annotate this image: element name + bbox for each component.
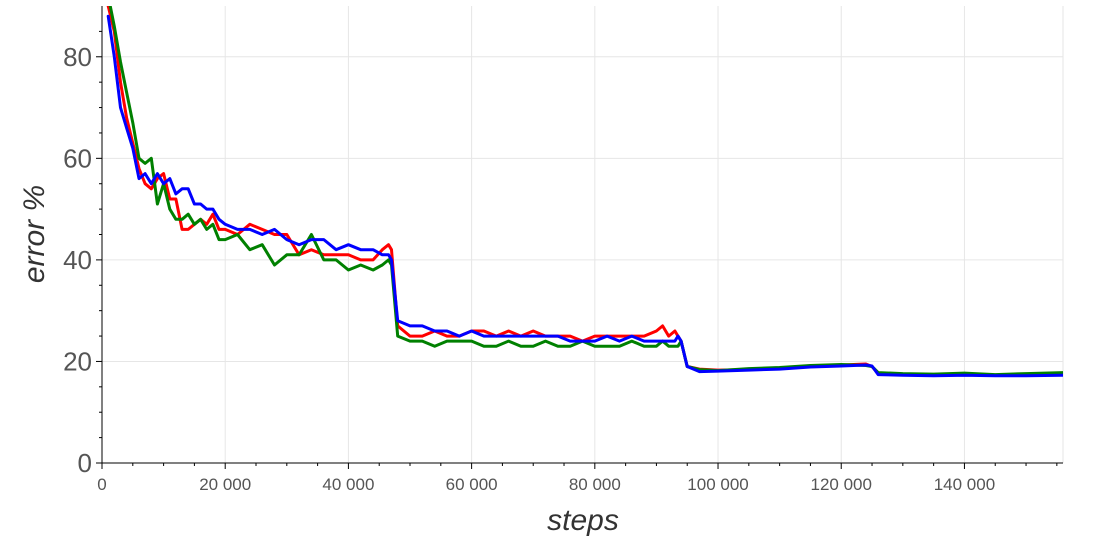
- y-tick-label: 60: [63, 143, 92, 173]
- y-ticks: 0 20 40 60 80: [63, 30, 102, 478]
- y-tick-label: 80: [63, 42, 92, 72]
- x-tick-label: 140 000: [934, 475, 995, 494]
- x-axis-title: steps: [547, 504, 619, 537]
- axes: [101, 6, 1063, 464]
- x-tick-label: 80 000: [569, 475, 621, 494]
- y-tick-label: 20: [63, 346, 92, 376]
- x-ticks: 0 20 000 40 000 60 000 80 000 100 000 120 000 1…: [97, 463, 1058, 494]
- grid: [101, 6, 1064, 464]
- x-tick-label: 120 000: [811, 475, 872, 494]
- series-line-green: [108, 6, 1063, 377]
- x-tick-label: 40 000: [322, 475, 374, 494]
- series-layer: [106, 6, 1063, 378]
- y-tick-label: 0: [78, 448, 92, 478]
- x-tick-label: 20 000: [199, 475, 251, 494]
- x-tick-label: 60 000: [446, 475, 498, 494]
- y-tick-label: 40: [63, 245, 92, 275]
- series-line-blue: [106, 14, 1063, 378]
- x-tick-label: 0: [97, 475, 106, 494]
- x-tick-label: 100 000: [687, 475, 748, 494]
- y-axis-title: error %: [18, 185, 51, 283]
- series-line-red: [106, 6, 1063, 377]
